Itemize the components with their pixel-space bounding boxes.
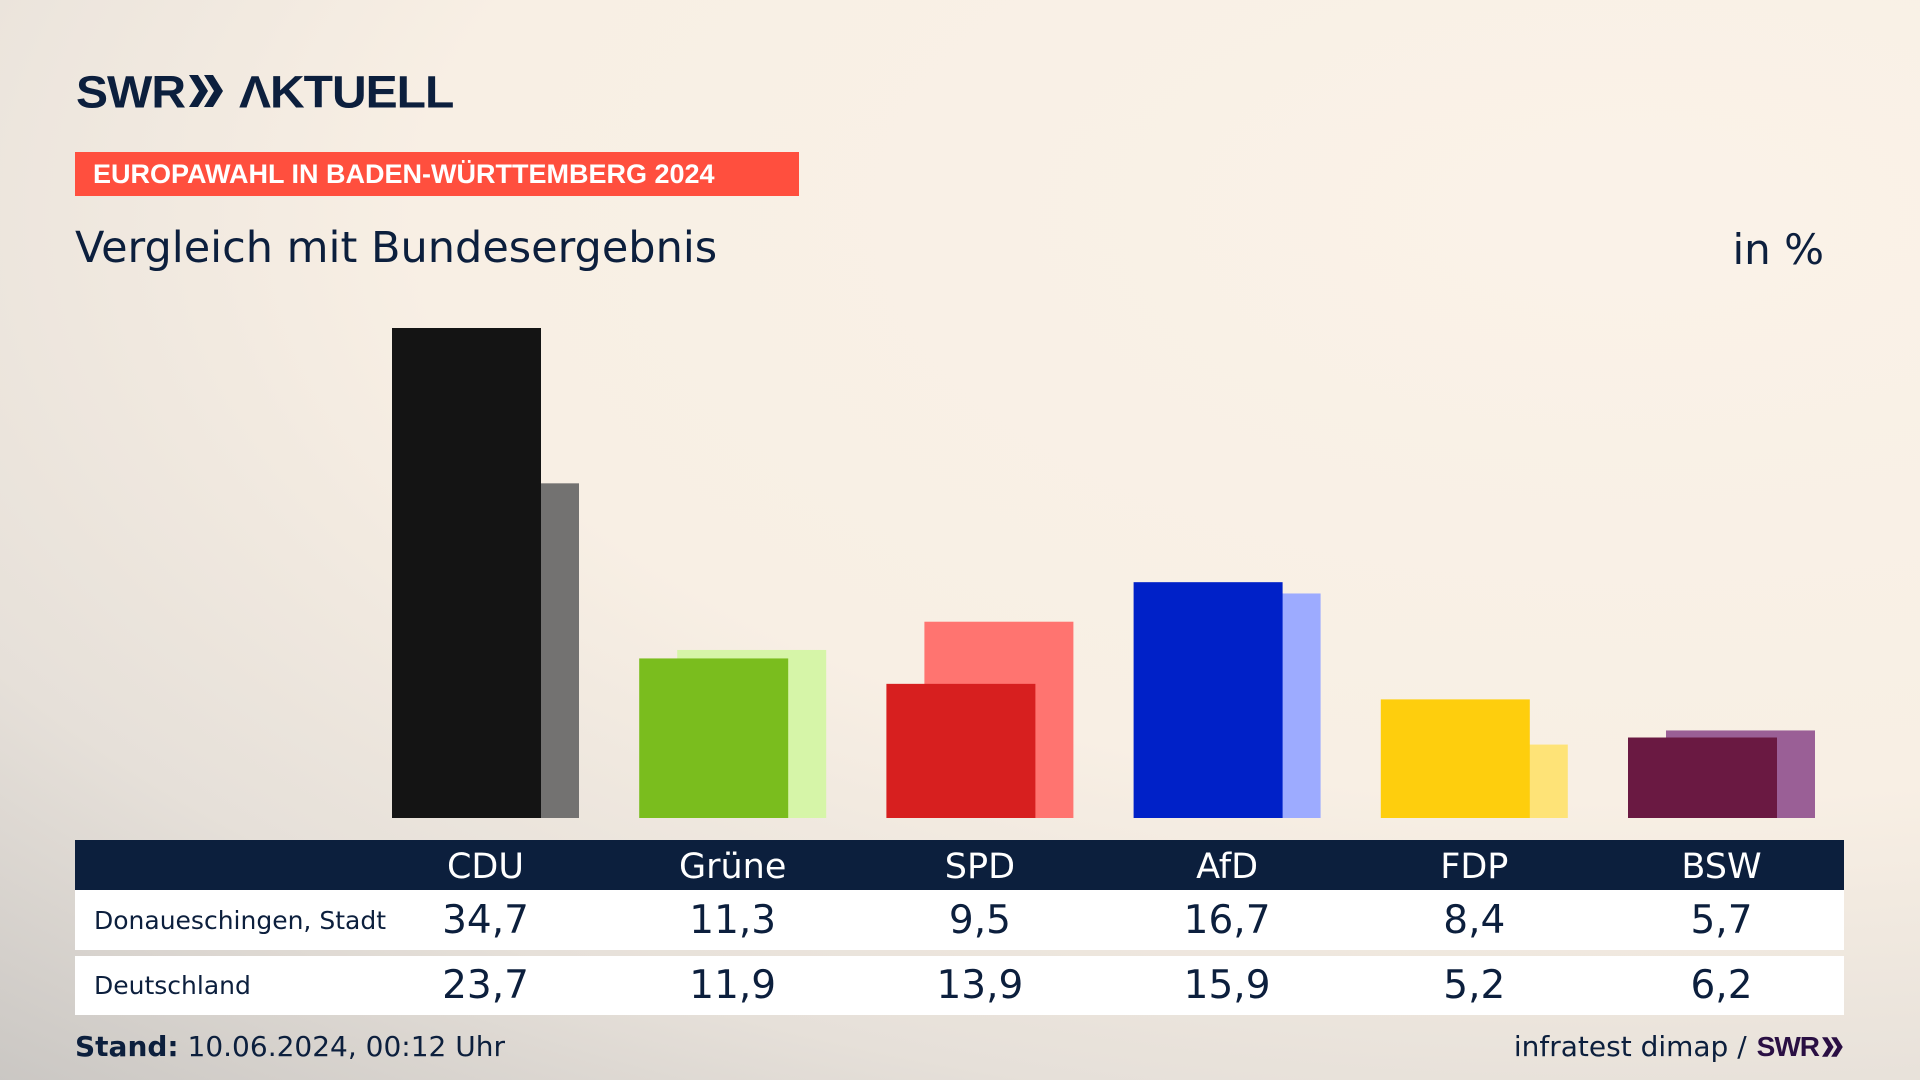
row-label-national: Deutschland: [94, 971, 251, 1000]
bar-national-gruene: [677, 649, 827, 818]
row-label-local: Donaueschingen, Stadt: [94, 905, 386, 935]
bar-national-cdu: [430, 483, 579, 818]
value-local-fdp: 8,4: [1443, 897, 1506, 943]
value-national-fdp: 5,2: [1443, 963, 1506, 1008]
column-header-fdp: FDP: [1440, 847, 1509, 887]
bar-local-gruene: [639, 658, 789, 818]
swr-aktuell-logo: SWR ΛKTUELL: [76, 67, 454, 118]
bar-national-spd: [924, 621, 1074, 818]
source-swr-logo: SWR: [1756, 1031, 1820, 1062]
bar-local-fdp: [1380, 699, 1530, 818]
column-header-gruene: Grüne: [678, 847, 787, 887]
column-header-spd: SPD: [944, 847, 1016, 887]
double-chevron-icon: [188, 73, 225, 113]
election-banner: EUROPAWAHL IN BADEN-WÜRTTEMBERG 2024: [75, 152, 799, 196]
value-local-bsw: 5,7: [1690, 897, 1753, 943]
column-header-afd: AfD: [1196, 847, 1259, 887]
bar-local-afd: [1133, 582, 1283, 818]
bar-national-bsw: [1666, 730, 1815, 818]
source-text: infratest dimap /: [1513, 1030, 1747, 1063]
value-national-spd: 13,9: [936, 963, 1024, 1008]
bar-national-afd: [1171, 593, 1321, 818]
value-national-gruene: 11,9: [689, 963, 777, 1008]
value-local-spd: 9,5: [948, 897, 1011, 943]
table-row-national: Deutschland 23,7 11,9 13,9 15,9 5,2 6,2: [75, 956, 1844, 1015]
logo-aktuell-text: ΛKTUELL: [238, 67, 454, 118]
table-header: CDU Grüne SPD AfD FDP BSW: [75, 840, 1844, 890]
bar-local-cdu: [392, 328, 541, 818]
value-local-afd: 16,7: [1183, 897, 1271, 943]
logo-swr-text: SWR: [76, 67, 186, 118]
column-header-bsw: BSW: [1681, 847, 1762, 887]
source-credit: infratest dimap / SWR: [1514, 1030, 1844, 1064]
timestamp: Stand: 10.06.2024, 00:12 Uhr: [75, 1030, 505, 1064]
chart-title: Vergleich mit Bundesergebnis: [75, 223, 718, 273]
timestamp-label: Stand:: [75, 1030, 179, 1063]
value-national-bsw: 6,2: [1690, 963, 1753, 1008]
double-chevron-icon: [1822, 1036, 1844, 1058]
timestamp-value: 10.06.2024, 00:12 Uhr: [187, 1030, 505, 1063]
bar-local-bsw: [1628, 737, 1777, 818]
table-row-local: Donaueschingen, Stadt 34,7 11,3 9,5 16,7…: [75, 890, 1844, 950]
unit-label: in %: [1732, 225, 1824, 274]
value-national-cdu: 23,7: [442, 963, 529, 1008]
value-local-cdu: 34,7: [442, 897, 529, 943]
value-national-afd: 15,9: [1183, 963, 1271, 1008]
bar-local-spd: [886, 683, 1036, 818]
bar-national-fdp: [1418, 744, 1568, 818]
value-local-gruene: 11,3: [689, 897, 777, 943]
column-header-cdu: CDU: [446, 847, 524, 887]
